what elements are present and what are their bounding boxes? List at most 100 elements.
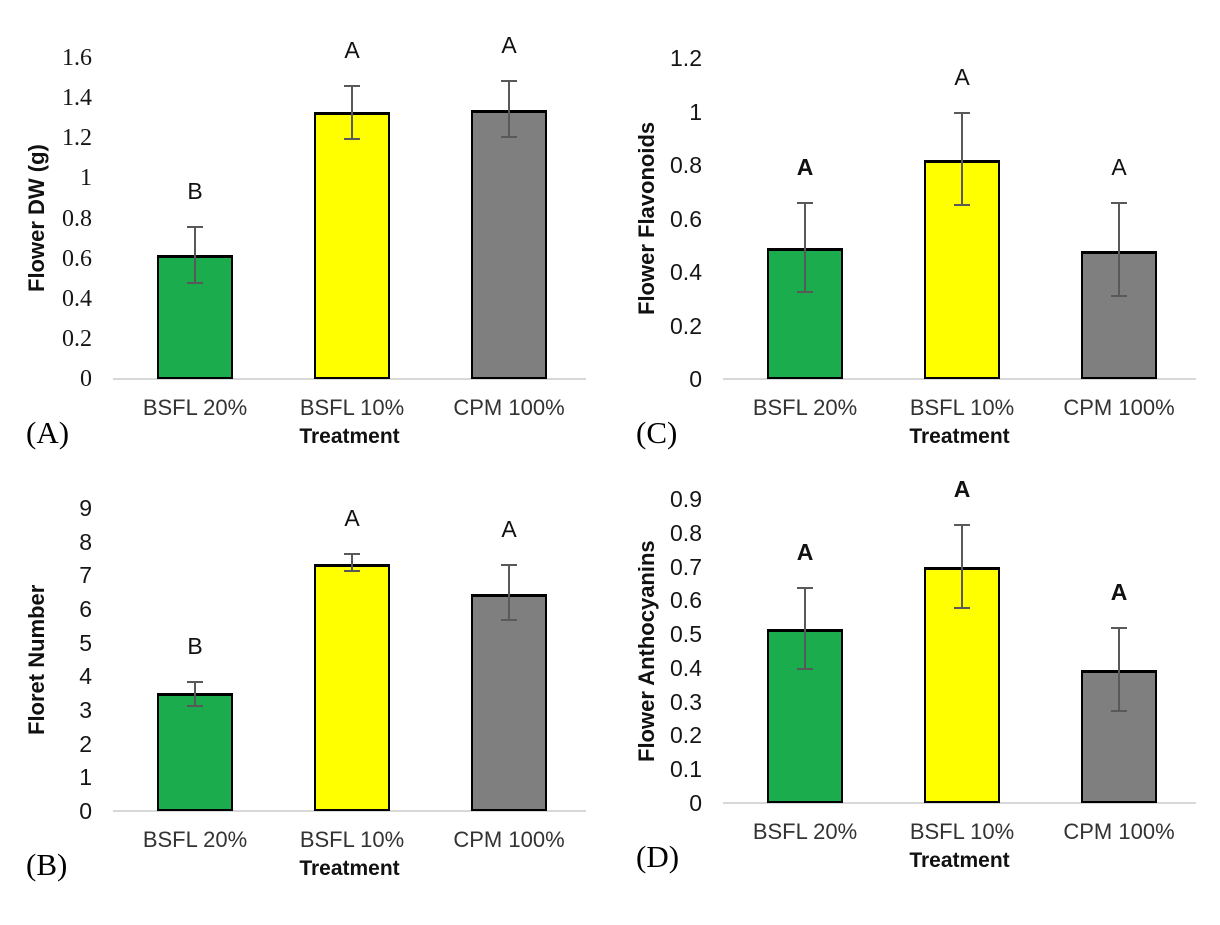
y-tick-label: 0 — [689, 790, 702, 816]
significance-letter: A — [953, 476, 971, 503]
x-axis-line — [113, 378, 586, 380]
panel-label: (A) — [26, 415, 70, 450]
panel-label: (C) — [636, 415, 678, 450]
y-tick-label: 1.2 — [670, 45, 702, 71]
error-bar-cap-bottom — [954, 204, 970, 207]
error-bar-line — [194, 225, 196, 284]
error-bar-cap-bottom — [1111, 709, 1127, 712]
y-tick-label: 1.4 — [62, 85, 92, 112]
error-bar-cap-top — [344, 553, 360, 556]
error-bar-line — [508, 563, 510, 621]
bar-cpm-100 — [471, 110, 547, 379]
error-bar-cap-top — [954, 111, 970, 114]
significance-letter: B — [187, 633, 203, 660]
y-tick-label: 0.6 — [62, 245, 92, 272]
significance-letter: A — [501, 32, 517, 59]
error-bar-line — [804, 586, 806, 670]
x-category-label: BSFL 20% — [142, 395, 248, 420]
bar-cpm-100 — [471, 593, 547, 811]
error-bar-line — [508, 80, 510, 139]
error-bar-cap-top — [187, 225, 203, 228]
y-tick-label: 0.5 — [670, 621, 702, 648]
error-bar-line — [1118, 627, 1120, 712]
y-tick-label: 5 — [79, 629, 92, 656]
y-tick-label: 0.7 — [670, 553, 702, 580]
error-bar-cap-top — [501, 563, 517, 566]
y-tick-label: 0.9 — [670, 486, 702, 512]
y-tick-label: 7 — [79, 562, 92, 589]
error-bar-line — [961, 111, 963, 207]
error-bar-line — [961, 524, 963, 609]
x-axis-title: Treatment — [299, 857, 400, 880]
bar-bsfl-10 — [314, 112, 390, 379]
panel-a-flower-dw: Flower DW (g) Treatment (A) 0 0.2 0.4 0.6 0.… — [0, 0, 610, 462]
x-category-label: CPM 100% — [453, 827, 565, 852]
bar-bsfl-20 — [157, 693, 233, 811]
significance-letter: A — [501, 515, 517, 542]
y-tick-label: 0.8 — [62, 205, 92, 232]
x-axis-title: Treatment — [909, 849, 1010, 872]
x-axis-title: Treatment — [299, 425, 400, 448]
y-tick-label: 1.2 — [62, 125, 92, 152]
error-bar-line — [351, 85, 353, 141]
error-bar-cap-top — [1111, 627, 1127, 630]
bar-bsfl-10 — [314, 563, 390, 811]
y-tick-label: 9 — [79, 495, 92, 521]
error-bar-cap-bottom — [501, 136, 517, 139]
significance-letter: A — [344, 37, 360, 64]
error-bar-cap-top — [344, 85, 360, 88]
significance-letter: A — [954, 63, 970, 90]
y-tick-label: 3 — [79, 697, 92, 723]
significance-letter: B — [187, 177, 203, 204]
x-category-label: BSFL 10% — [909, 395, 1015, 420]
y-tick-label: 0.6 — [670, 587, 702, 614]
y-tick-label: 0.4 — [670, 654, 702, 681]
error-bar-line — [351, 553, 353, 572]
significance-letter: A — [1111, 154, 1127, 181]
x-category-label: CPM 100% — [1063, 819, 1175, 844]
x-category-label: CPM 100% — [1063, 395, 1175, 420]
panel-d-flower-anthocyanins: Flower Anthocyanins Treatment (D) 0 0.1 0.… — [610, 462, 1220, 925]
x-category-label: BSFL 10% — [299, 395, 405, 420]
x-axis-line — [723, 378, 1196, 380]
error-bar-cap-top — [1111, 202, 1127, 205]
y-tick-label: 0.1 — [670, 756, 702, 783]
y-tick-label: 0.4 — [62, 285, 92, 312]
error-bar-cap-bottom — [501, 618, 517, 621]
y-tick-label: 0.2 — [62, 325, 92, 352]
error-bar-cap-top — [797, 202, 813, 205]
error-bar-line — [194, 681, 196, 707]
panel-label: (B) — [26, 847, 68, 882]
error-bar-cap-top — [501, 80, 517, 83]
significance-letter: A — [796, 538, 814, 565]
error-bar-line — [804, 202, 806, 294]
panel-label: (D) — [636, 839, 680, 874]
error-bar-cap-bottom — [797, 291, 813, 294]
error-bar-cap-bottom — [187, 281, 203, 284]
significance-letter: A — [796, 154, 814, 181]
y-tick-label: 0.4 — [670, 259, 702, 285]
error-bar-cap-bottom — [187, 704, 203, 707]
error-bar-cap-bottom — [1111, 295, 1127, 298]
error-bar-cap-top — [797, 586, 813, 589]
y-tick-label: 1 — [80, 165, 92, 192]
y-tick-label: 6 — [79, 596, 92, 622]
significance-letter: A — [1110, 579, 1128, 606]
y-tick-label: 0.6 — [670, 205, 702, 232]
x-axis-line — [723, 802, 1196, 804]
y-tick-label: 0.8 — [670, 152, 702, 178]
y-tick-label: 1 — [689, 98, 702, 125]
x-category-label: CPM 100% — [453, 395, 565, 420]
y-tick-label: 0.3 — [670, 688, 702, 715]
y-tick-label: 1 — [79, 764, 92, 791]
y-tick-label: 8 — [79, 528, 92, 555]
y-tick-label: 0 — [80, 366, 92, 392]
x-axis-line — [113, 810, 586, 812]
y-tick-label: 2 — [79, 730, 92, 757]
error-bar-cap-bottom — [797, 667, 813, 670]
y-tick-label: 0.2 — [670, 312, 702, 339]
x-category-label: BSFL 20% — [752, 395, 858, 420]
y-tick-label: 0 — [689, 366, 702, 392]
